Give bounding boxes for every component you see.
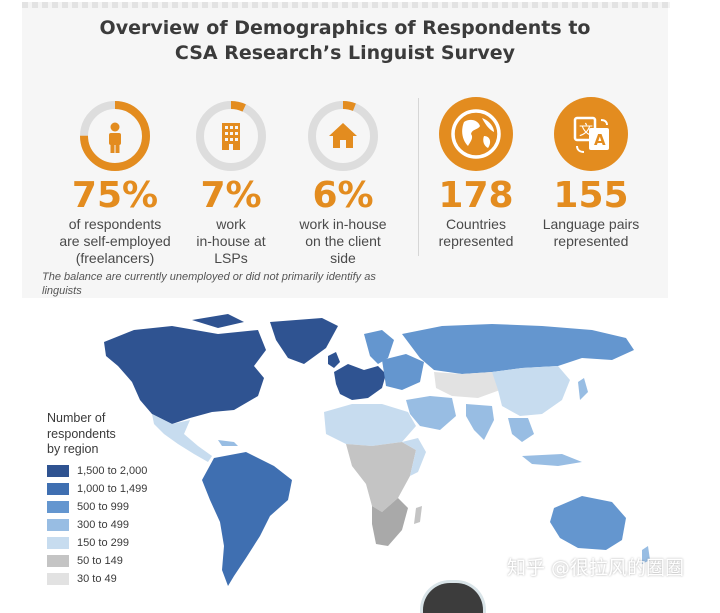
svg-text:A: A — [594, 131, 606, 149]
house-icon — [308, 101, 378, 171]
stat-description: of respondents are self-employed (freelanc… — [59, 216, 171, 266]
top-border — [22, 2, 670, 8]
stat-value: 155 — [553, 175, 629, 216]
australia — [550, 496, 626, 550]
legend-item: 1,000 to 1,499 — [47, 480, 147, 498]
footnote: The balance are currently unemployed or … — [42, 271, 376, 297]
title-line-2: CSA Research’s Linguist Survey — [174, 42, 516, 64]
east-africa — [402, 438, 426, 476]
legend-item: 500 to 999 — [47, 498, 147, 516]
world-map — [104, 314, 650, 586]
stat-countries: 178 Countries represented — [420, 96, 532, 250]
person-icon — [80, 101, 150, 171]
canada-islands — [192, 314, 244, 328]
indonesia — [522, 454, 582, 466]
stat-client-side: 6% work in-house on the client side — [286, 100, 400, 267]
stat-description: Language pairs represented — [542, 216, 640, 249]
stat-self-employed: 75% of respondents are self-employed (free… — [40, 100, 190, 267]
legend-item: 1,500 to 2,000 — [47, 462, 147, 480]
stat-value: 178 — [438, 175, 514, 216]
mexico — [152, 414, 212, 462]
watermark: 知乎 @很拉风的圈圈 — [507, 557, 685, 579]
stat-value: 7% — [200, 175, 262, 216]
greenland — [270, 318, 338, 364]
north-africa — [324, 404, 416, 446]
legend-title: Number of respondents by region — [47, 411, 116, 456]
south-america — [202, 452, 292, 586]
russia — [402, 324, 634, 374]
madagascar — [414, 506, 422, 524]
stat-description: work in-house at LSPs — [196, 216, 266, 266]
india — [466, 404, 494, 440]
southern-africa — [372, 498, 408, 546]
legend-item: 30 to 49 — [47, 570, 147, 588]
japan — [578, 378, 588, 400]
stat-description: work in-house on the client side — [299, 216, 387, 266]
legend-item: 50 to 149 — [47, 552, 147, 570]
stat-lsp: 7% work in-house at LSPs — [176, 100, 286, 267]
caribbean — [218, 440, 238, 446]
eastern-europe — [382, 354, 424, 390]
stat-value: 6% — [312, 175, 374, 216]
central-asia — [434, 372, 500, 398]
east-asia — [492, 366, 570, 416]
legend-item: 150 to 299 — [47, 534, 147, 552]
scandinavia — [364, 330, 394, 364]
legend-item: 300 to 499 — [47, 516, 147, 534]
stat-value: 75% — [71, 175, 159, 216]
title-line-1: Overview of Demographics of Respondents … — [99, 17, 591, 39]
globe-icon — [439, 97, 513, 171]
stat-description: Countries represented — [438, 216, 514, 249]
new-zealand — [642, 546, 650, 564]
central-africa — [346, 442, 416, 512]
middle-east — [406, 396, 456, 430]
uk — [328, 352, 340, 368]
stats-divider — [418, 98, 419, 256]
map-legend: Number of respondents by region 1,500 to 2… — [47, 411, 147, 588]
building-icon — [196, 101, 266, 171]
north-america — [104, 326, 266, 424]
stat-language-pairs: 文 A 155 Language pairs represented — [532, 96, 650, 250]
southeast-asia — [508, 418, 534, 442]
page-title: Overview of Demographics of Respondents … — [22, 16, 668, 66]
western-europe — [334, 364, 386, 400]
language-icon: 文 A — [554, 97, 628, 171]
